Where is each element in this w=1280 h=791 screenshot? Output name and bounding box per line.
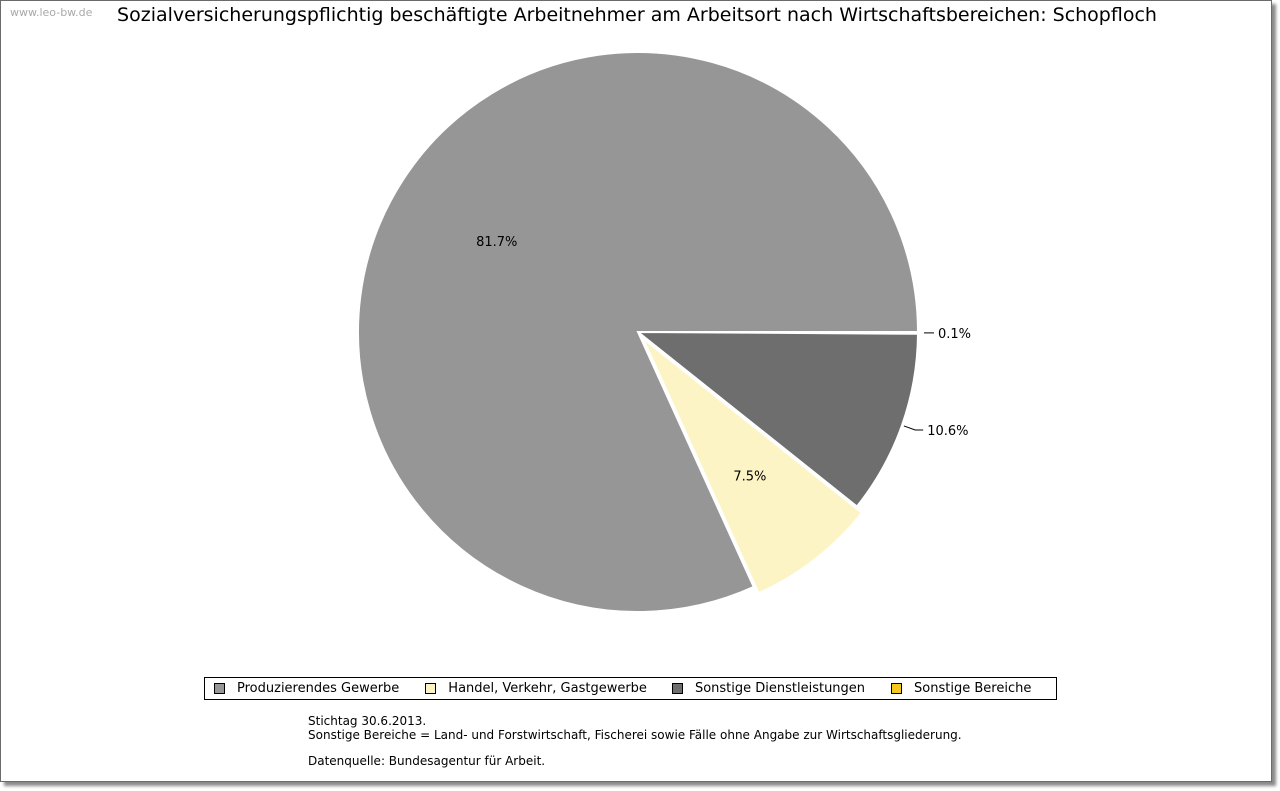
data-label: 81.7% — [476, 235, 517, 250]
label-leader-line — [903, 425, 924, 431]
pie-slice-produzierendes-gewerbe — [357, 51, 920, 613]
legend-swatch — [891, 683, 903, 694]
watermark: www.leo-bw.de — [10, 6, 93, 19]
legend-swatch — [671, 683, 683, 694]
footnotes: Stichtag 30.6.2013. Sonstige Bereiche = … — [308, 714, 962, 768]
legend-item-sonstige-bereiche: Sonstige Bereiche — [891, 681, 1031, 696]
legend-item-handel: Handel, Verkehr, Gastgewerbe — [425, 681, 647, 696]
data-label: 0.1% — [938, 327, 971, 342]
legend-label: Produzierendes Gewerbe — [237, 681, 400, 696]
pie-slice-sonstige-dienstleistungen — [635, 330, 920, 508]
footnote-source: Datenquelle: Bundesagentur für Arbeit. — [308, 754, 546, 768]
legend-label: Sonstige Dienstleistungen — [694, 681, 866, 696]
legend: Produzierendes Gewerbe Handel, Verkehr, … — [204, 677, 1057, 700]
footnote-definition: Sonstige Bereiche = Land- und Forstwirts… — [308, 728, 962, 742]
pie-slice-handel-verkehr-gastgewerbe — [642, 337, 864, 595]
legend-swatch — [214, 683, 225, 694]
legend-label: Sonstige Bereiche — [914, 681, 1032, 696]
chart-title: Sozialversicherungspflichtig beschäftigt… — [117, 4, 1157, 26]
legend-label: Handel, Verkehr, Gastgewerbe — [448, 681, 647, 696]
legend-swatch — [425, 683, 437, 694]
footnote-date: Stichtag 30.6.2013. — [308, 714, 427, 728]
data-label: 10.6% — [927, 424, 968, 439]
data-label: 7.5% — [733, 470, 766, 485]
legend-item-produzierendes-gewerbe: Produzierendes Gewerbe — [214, 681, 399, 696]
legend-item-sonstige-dienstleistungen: Sonstige Dienstleistungen — [671, 681, 866, 696]
